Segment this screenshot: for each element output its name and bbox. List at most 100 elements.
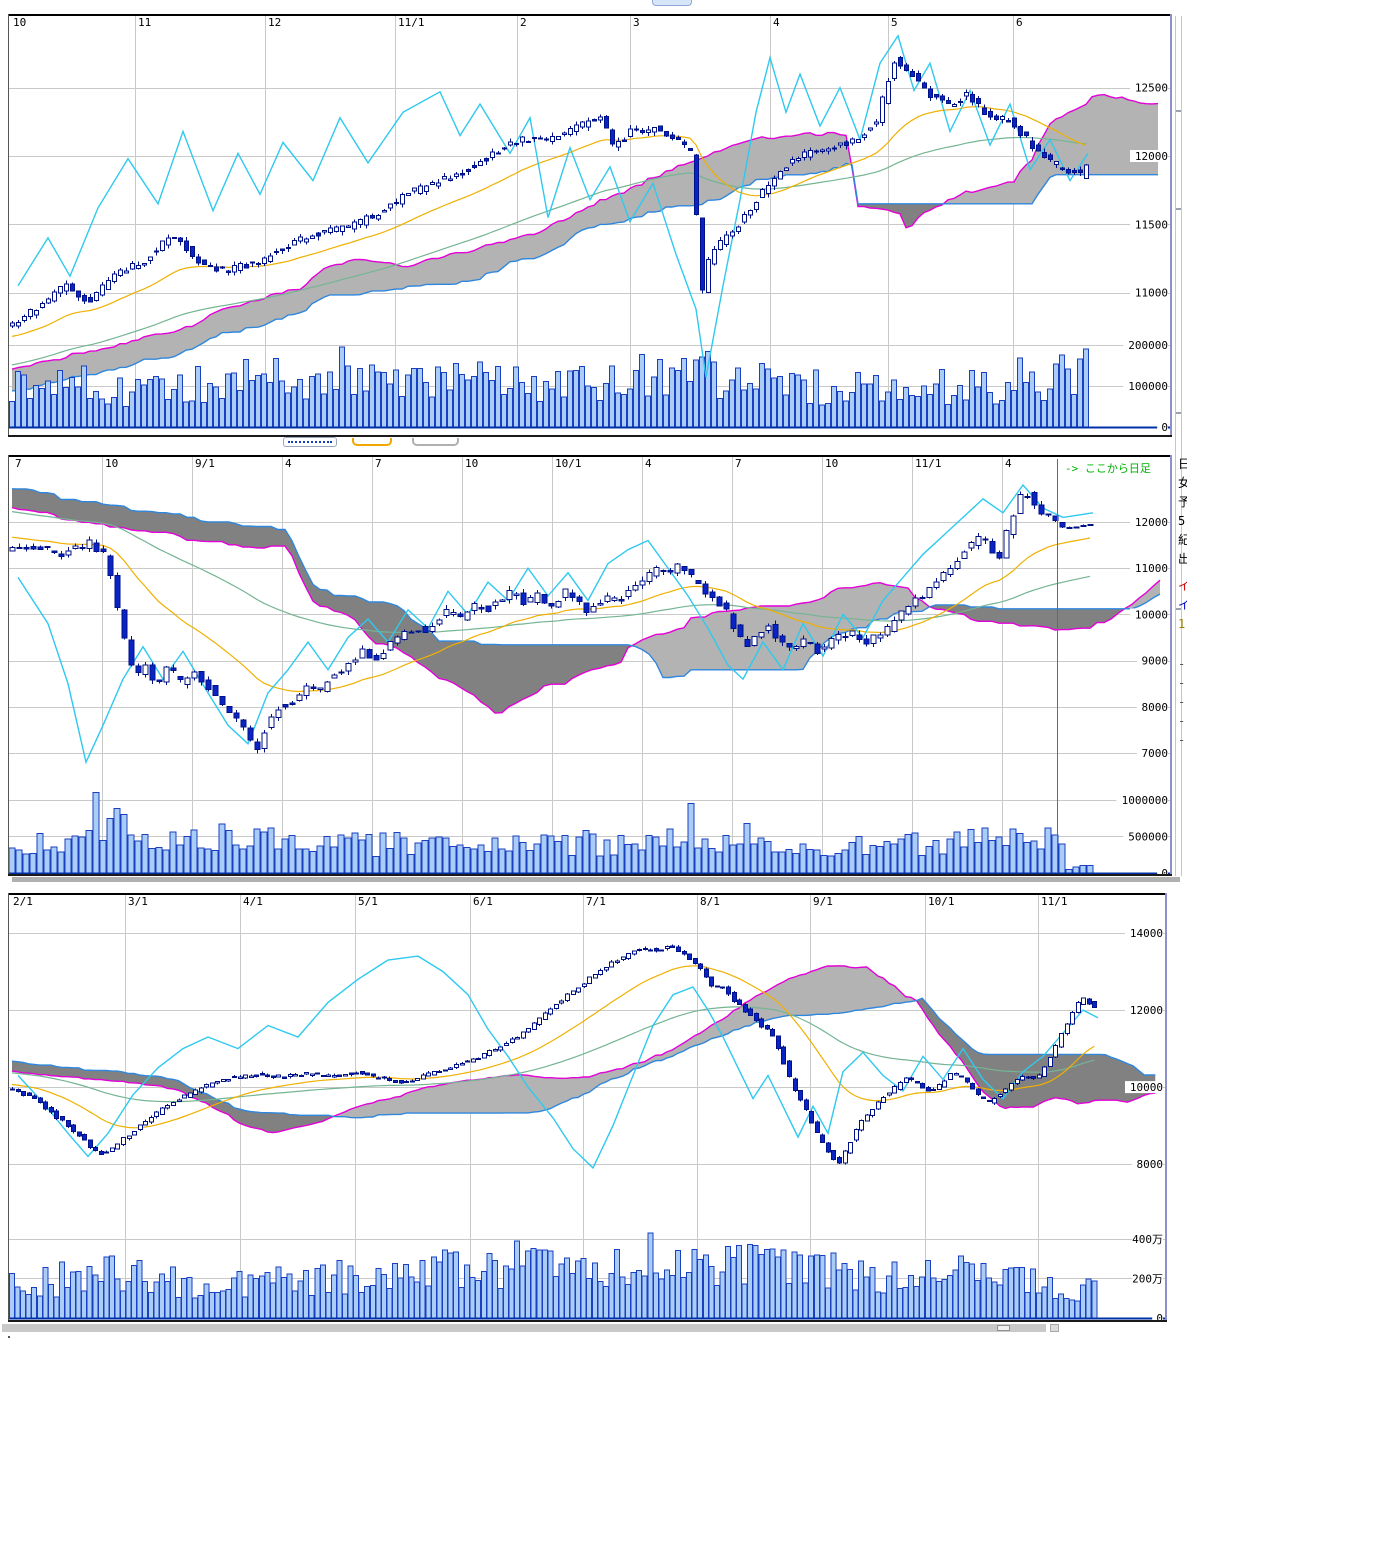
ma-slow-line [11,1006,1095,1103]
y-axis-label: 10000 [1130,1081,1163,1094]
x-axis-label: 9/1 [195,457,215,470]
senkou-b-line [12,162,1158,392]
chart-canvas[interactable]: 2/1 3/1 4/1 5/1 6/1 7/1 8/1 9/1 10/1 11/1 14000 120… [8,893,1167,1322]
y-axis-label: 500000 [1128,831,1168,844]
y-axis-label: 7000 [1142,747,1169,760]
x-axis-label: 7 [15,457,22,470]
y-axis-label: 400万 [1132,1233,1163,1246]
x-axis-label: 11/1 [398,16,425,29]
sidebar-glyph: - [1178,714,1186,728]
volume-bars [9,1232,1098,1319]
x-axis-label: 5 [891,16,898,29]
oscillator-line [17,955,1099,1170]
x-axis-label: 7 [375,457,382,470]
legend-chip-moving-average[interactable] [352,438,392,446]
daily-from-here-annotation: -> ここから日足 [1065,462,1151,475]
x-axis-label: 4 [285,457,292,470]
ichimoku-cloud [11,93,1159,392]
legend-chip-candlestick[interactable] [283,437,337,447]
chart-frame [8,893,1167,1322]
y-axis-label: 200万 [1132,1273,1163,1286]
y-axis-label: 100000 [1128,380,1168,393]
x-axis-label: 8/1 [700,895,720,908]
legend-chip-cloud[interactable] [412,438,459,446]
y-axis-label: 11500 [1135,218,1168,231]
sidebar-glyph: 1 [1178,617,1186,631]
y-axis-label: 9000 [1142,655,1169,668]
horizontal-scrollbar-button[interactable] [1050,1324,1059,1332]
panel-tick [1176,208,1181,210]
x-axis-label: 3/1 [128,895,148,908]
right-panel-rule-inner [1181,16,1182,876]
horizontal-scrollbar-track[interactable] [2,1324,1046,1332]
ma-fast-line [11,105,1087,337]
senkou-b-line [11,997,1156,1119]
y-axis-label: 0 [1156,1312,1163,1322]
chart-canvas[interactable]: -> ここから日足 7 10 9/1 4 7 10 10/1 4 7 10 11/1 4 12000 110… [8,455,1172,876]
x-axis-label: 7 [735,457,742,470]
panel-tick [1176,608,1181,610]
axis-labels: 10 11 12 11/1 2 3 4 5 6 12500 12000 11500 11000 20000… [13,16,1168,434]
y-axis-label: 10000 [1135,608,1168,621]
x-axis-label: 11/1 [915,457,942,470]
sidebar-glyph: - [1178,733,1186,747]
window-tab-fragment[interactable] [652,0,692,6]
y-axis-label: 12000 [1135,150,1168,163]
sidebar-glyph: 日 [1178,457,1187,471]
chart-frame [8,455,1172,876]
candles [9,490,1094,754]
chart-weekly-longterm[interactable]: -> ここから日足 7 10 9/1 4 7 10 10/1 4 7 10 11/1 4 12000 110… [8,455,1172,876]
oscillator-line [17,483,1094,765]
y-axis-label: 11000 [1135,287,1168,300]
x-axis-label: 2 [520,16,527,29]
x-axis-label: 2/1 [13,895,33,908]
x-axis-label: 4 [1005,457,1012,470]
x-axis-label: 4 [645,457,652,470]
y-axis-label: 14000 [1130,927,1163,940]
x-axis-label: 4 [773,16,780,29]
x-axis-label: 10 [465,457,478,470]
x-axis-label: 10 [825,457,838,470]
chart-daily-recent[interactable]: 10 11 12 11/1 2 3 4 5 6 12500 12000 11500 11000 20000… [8,14,1172,437]
ma-slow-line [11,511,1091,633]
candlestick-line-sample-icon [288,441,332,443]
y-axis-label: 11000 [1135,562,1168,575]
y-axis-label: 8000 [1142,701,1169,714]
ma-fast-line [11,536,1091,693]
volume-bars [8,792,1094,874]
x-axis-label: 11 [138,16,151,29]
x-axis-label: 9/1 [813,895,833,908]
x-axis-label: 10/1 [928,895,955,908]
x-axis-label: 10 [13,16,26,29]
sidebar-glyph: 紀 [1178,533,1187,547]
x-axis-label: 3 [633,16,640,29]
x-axis-label: 5/1 [358,895,378,908]
volume-bars [9,346,1089,428]
y-axis-label: 0 [1161,421,1168,434]
candles [10,944,1097,1165]
ichimoku-cloud [11,488,1161,714]
x-axis-label: 4/1 [243,895,263,908]
chart-daily-prior-period[interactable]: 2/1 3/1 4/1 5/1 6/1 7/1 8/1 9/1 10/1 11/1 14000 120… [8,893,1167,1322]
candles [10,56,1089,329]
x-axis-label: 6/1 [473,895,493,908]
page-dot [8,1336,10,1338]
chart-canvas[interactable]: 10 11 12 11/1 2 3 4 5 6 12500 12000 11500 11000 20000… [8,14,1172,437]
axis-labels: 2/1 3/1 4/1 5/1 6/1 7/1 8/1 9/1 10/1 11/1 14000 120… [13,895,1163,1322]
x-axis-label: 12 [268,16,281,29]
x-axis-label: 6 [1016,16,1023,29]
chart-frame [8,14,1172,437]
sidebar-glyph: イ [1178,579,1187,593]
sidebar-glyph: 5 [1178,514,1186,528]
sidebar-glyph: 予 [1178,495,1187,509]
sidebar-glyph: - [1178,657,1186,671]
x-axis-label: 11/1 [1041,895,1068,908]
y-axis-label: 12000 [1135,516,1168,529]
horizontal-scrollbar-thumb[interactable] [997,1325,1010,1331]
ma-fast-line [11,965,1095,1129]
panel-tick [1176,412,1181,414]
y-axis-label: 12500 [1135,82,1168,95]
oscillator-line [17,34,1089,378]
x-axis-label: 10 [105,457,118,470]
